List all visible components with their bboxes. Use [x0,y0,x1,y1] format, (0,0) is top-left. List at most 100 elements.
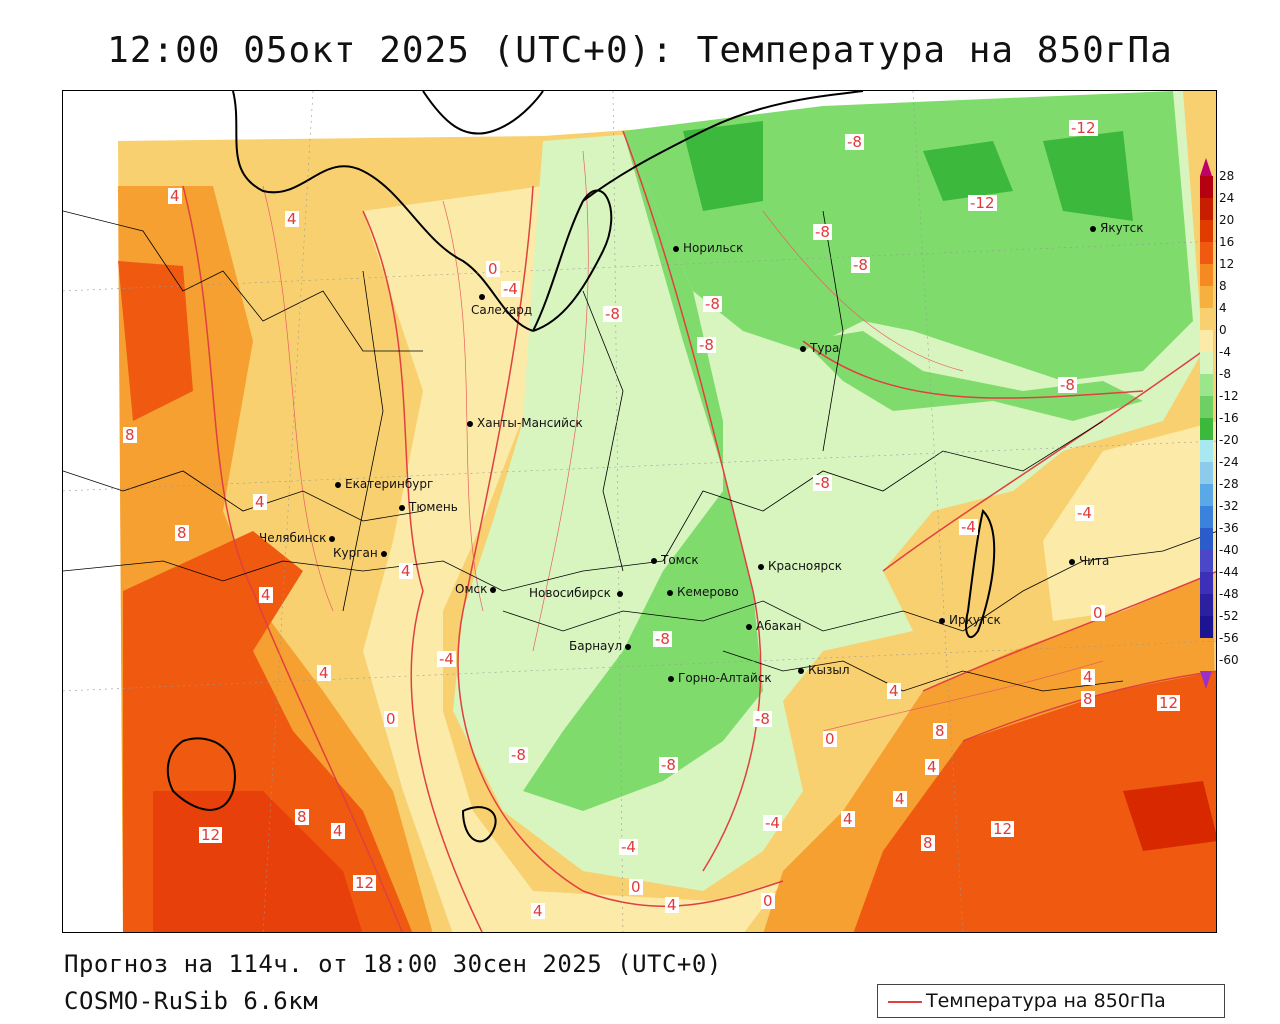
legend: Температура на 850гПа [877,984,1225,1018]
colorbar-segment [1200,374,1213,396]
city-kemerovo: Кемерово [667,585,739,599]
contour-label: 4 [665,896,679,914]
contour-label: 4 [168,187,182,205]
contour-label: 4 [259,586,273,604]
city-dot [939,617,945,624]
contour-label: 4 [841,810,855,828]
colorbar-segment [1200,616,1213,638]
city-dot [798,667,804,674]
contour-label: -4 [763,814,782,832]
city-name: Тюмень [409,500,458,514]
contour-label: -4 [1075,504,1094,522]
city-yakutsk: Якутск [1090,221,1144,235]
contour-label: -8 [659,756,678,774]
colorbar-tick-label: -48 [1219,587,1239,601]
city-dot [673,245,679,252]
contour-label: 4 [925,758,939,776]
city-barnaul: Барнаул [569,639,635,653]
field-pale [363,186,783,932]
contour-label: -12 [968,194,997,212]
city-name: Иркутск [949,613,1001,627]
contour-label: 4 [399,562,413,580]
contour-label: 4 [253,493,267,511]
contour-label: 4 [1081,668,1095,686]
colorbar: 28 24 20 16 12 8 4 0 -4 -8 -12 -16 -20 -24 -28 -32 -36 -4… [1200,158,1275,693]
contour-label: 4 [285,210,299,228]
colorbar-tick-label: -56 [1219,631,1239,645]
contour-label: -8 [753,710,772,728]
field-pale-east [1043,421,1216,621]
field-darkgreen-2 [923,141,1013,201]
colorbar-segment [1200,352,1213,374]
contour-label: -4 [959,518,978,536]
city-dot [616,590,623,597]
contour-label: -8 [603,305,622,323]
city-salekhard [479,289,489,303]
colorbar-top-arrow [1200,158,1212,176]
contour-label: 0 [629,878,643,896]
city-dot [329,535,336,542]
city-norilsk: Норильск [673,241,743,255]
city-omsk: Омск [455,582,500,596]
field-green-west [523,131,763,811]
city-name: Горно-Алтайск [678,671,772,685]
city-dot [746,623,752,630]
contour-label: -4 [437,650,456,668]
city-tura: Тура [800,341,839,355]
contour-label: 0 [486,260,500,278]
map-canvas [63,91,1216,932]
city-dot [758,563,764,570]
city-name: Абакан [756,619,802,633]
forecast-info: Прогноз на 114ч. от 18:00 30сен 2025 (UT… [64,950,722,978]
temperature-contours-minor [262,150,1104,732]
contour-label: 8 [123,426,137,444]
colorbar-tick-label: -40 [1219,543,1239,557]
city-name: Тура [810,341,840,355]
contour-label: 12 [353,874,377,892]
colorbar-segment [1200,242,1213,264]
region-borders [63,210,1216,692]
city-dot [667,589,673,596]
city-kurgan: Курган [333,546,391,560]
city-dot [651,557,657,564]
contour-label: 0 [823,730,837,748]
colorbar-segment [1200,528,1213,550]
city-name: Салехард [471,303,533,317]
contour-label: -4 [619,838,638,856]
city-name: Барнаул [569,639,623,653]
contour-label: -8 [1058,376,1077,394]
contour-label: 4 [317,664,331,682]
colorbar-tick-label: 0 [1219,323,1227,337]
city-chelyabinsk: Челябинск [259,531,339,545]
contour-label: 8 [295,808,309,826]
city-abakan: Абакан [746,619,801,633]
contour-label: -12 [1069,119,1098,137]
colorbar-tick-label: -8 [1219,367,1231,381]
colorbar-segment [1200,462,1213,484]
colorbar-tick-label: -32 [1219,499,1239,513]
contour-label: 4 [887,682,901,700]
field-hot-sw2 [153,791,363,932]
city-dot [380,550,387,557]
colorbar-tick-label: -52 [1219,609,1239,623]
city-dot [1090,225,1096,232]
city-dot [335,481,341,488]
city-kyzyl: Кызыл [798,663,850,677]
colorbar-segment [1200,308,1213,330]
contour-label: -8 [653,630,672,648]
city-dot [668,675,674,682]
contour-label: 4 [531,902,545,920]
city-khanty-mansiysk: Ханты-Мансийск [467,416,583,430]
contour-label: 4 [331,822,345,840]
field-hot-se2 [1123,781,1216,851]
colorbar-tick-label: 12 [1219,257,1235,271]
colorbar-tick-label: 16 [1219,235,1235,249]
city-salekhard-label: Салехард [471,303,532,317]
map-area[interactable]: Норильск Якутск Салехард Тура Ханты-Манс… [62,90,1217,933]
city-name: Чита [1079,554,1110,568]
colorbar-segment [1200,550,1213,572]
contour-label: -8 [697,336,716,354]
city-dot [625,643,632,650]
city-chita: Чита [1069,554,1109,568]
city-yekaterinburg: Екатеринбург [335,477,433,491]
